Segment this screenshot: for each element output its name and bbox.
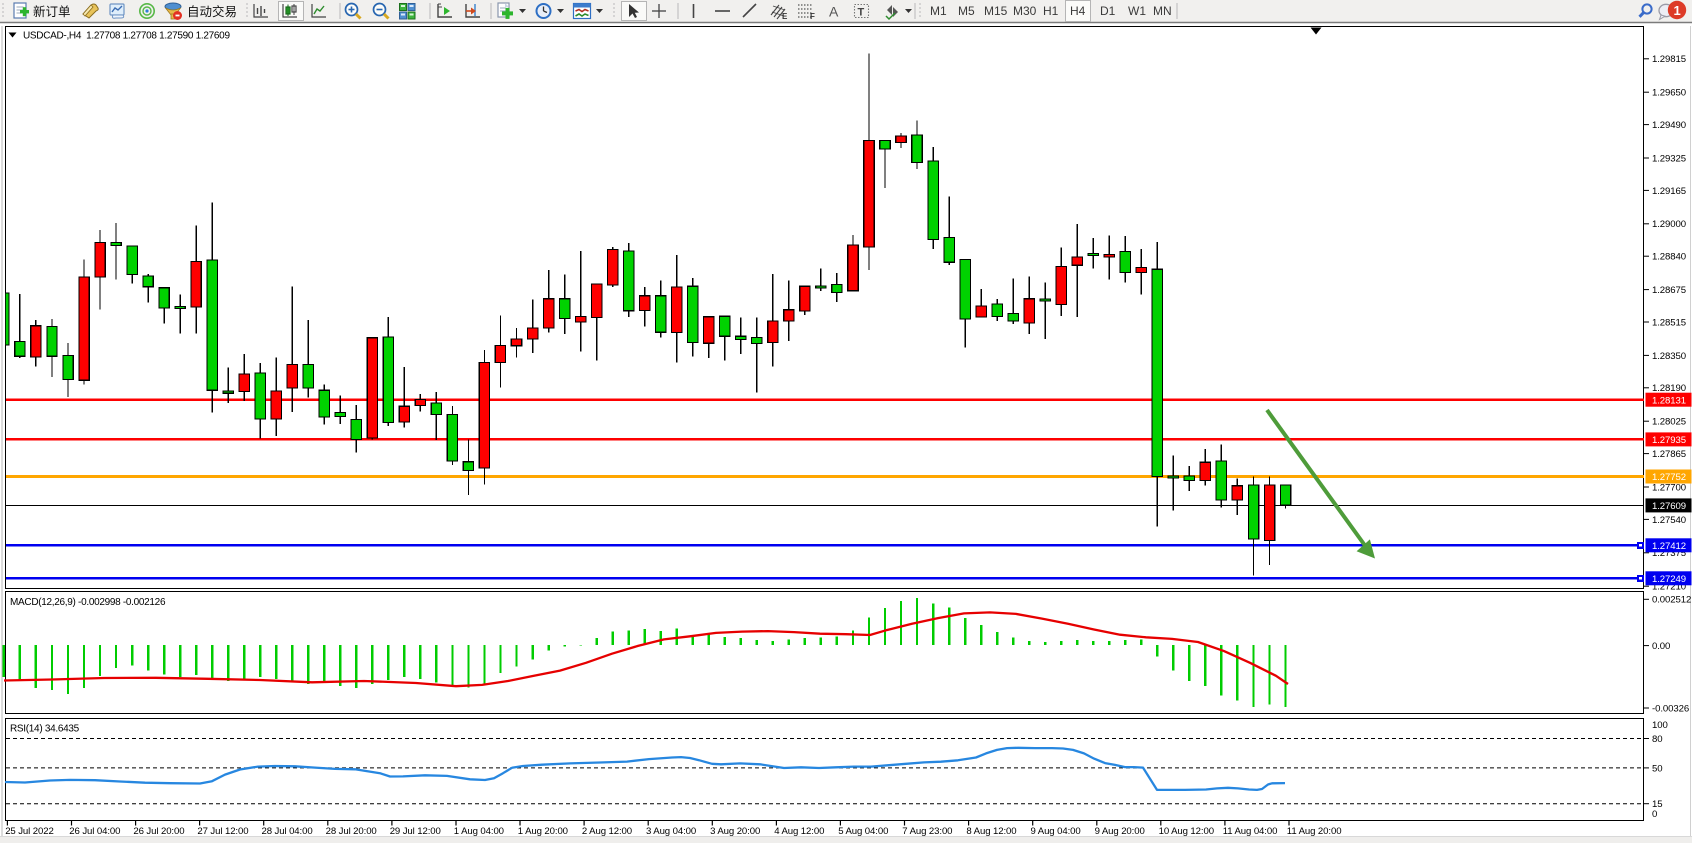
svg-text:1.29000: 1.29000 xyxy=(1652,219,1686,230)
svg-text:1.27865: 1.27865 xyxy=(1652,449,1686,460)
svg-text:1.27935: 1.27935 xyxy=(1652,435,1686,446)
svg-text:11 Aug 20:00: 11 Aug 20:00 xyxy=(1287,826,1342,837)
svg-text:8 Aug 12:00: 8 Aug 12:00 xyxy=(966,826,1016,837)
svg-text:MACD(12,26,9) -0.002998 -0.002: MACD(12,26,9) -0.002998 -0.002126 xyxy=(10,597,166,608)
svg-text:1.27752: 1.27752 xyxy=(1652,472,1686,483)
svg-text:0.00: 0.00 xyxy=(1652,641,1670,652)
svg-text:-0.00326: -0.00326 xyxy=(1652,703,1689,714)
svg-text:1.27412: 1.27412 xyxy=(1652,541,1686,552)
svg-text:1.28350: 1.28350 xyxy=(1652,351,1686,362)
svg-text:1.27210: 1.27210 xyxy=(1652,582,1686,593)
svg-text:0.002512: 0.002512 xyxy=(1652,595,1691,606)
svg-text:1.27700: 1.27700 xyxy=(1652,482,1686,493)
svg-text:3 Aug 04:00: 3 Aug 04:00 xyxy=(646,826,696,837)
svg-text:29 Jul 12:00: 29 Jul 12:00 xyxy=(390,826,441,837)
svg-text:0: 0 xyxy=(1652,809,1657,820)
svg-text:28 Jul 04:00: 28 Jul 04:00 xyxy=(262,826,313,837)
svg-text:1.27609: 1.27609 xyxy=(1652,501,1686,512)
svg-text:A: A xyxy=(829,4,839,20)
svg-text:1.29490: 1.29490 xyxy=(1652,120,1686,131)
svg-text:RSI(14) 34.6435: RSI(14) 34.6435 xyxy=(10,724,80,735)
svg-text:1 Aug 04:00: 1 Aug 04:00 xyxy=(454,826,504,837)
svg-text:26 Jul 20:00: 26 Jul 20:00 xyxy=(133,826,184,837)
svg-text:5 Aug 04:00: 5 Aug 04:00 xyxy=(838,826,888,837)
svg-text:1.28025: 1.28025 xyxy=(1652,417,1686,428)
svg-text:27 Jul 12:00: 27 Jul 12:00 xyxy=(197,826,248,837)
svg-text:100: 100 xyxy=(1652,720,1668,731)
svg-text:F: F xyxy=(810,12,815,21)
svg-text:1.27375: 1.27375 xyxy=(1652,548,1686,559)
svg-text:1.27249: 1.27249 xyxy=(1652,574,1686,585)
svg-text:1: 1 xyxy=(1674,3,1681,18)
svg-text:1.29650: 1.29650 xyxy=(1652,88,1686,99)
svg-text:1.27540: 1.27540 xyxy=(1652,515,1686,526)
svg-text:7 Aug 23:00: 7 Aug 23:00 xyxy=(902,826,952,837)
svg-text:1.28131: 1.28131 xyxy=(1652,395,1686,406)
svg-text:1.29815: 1.29815 xyxy=(1652,54,1686,65)
svg-text:9 Aug 04:00: 9 Aug 04:00 xyxy=(1031,826,1081,837)
svg-text:新订单: 新订单 xyxy=(33,4,71,19)
svg-text:26 Jul 04:00: 26 Jul 04:00 xyxy=(69,826,120,837)
svg-text:1.29165: 1.29165 xyxy=(1652,186,1686,197)
svg-text:USDCAD-,H4 1.27708 1.27708 1.: USDCAD-,H4 1.27708 1.27708 1.27590 1.276… xyxy=(23,31,230,42)
svg-text:9 Aug 20:00: 9 Aug 20:00 xyxy=(1095,826,1145,837)
svg-text:11 Aug 04:00: 11 Aug 04:00 xyxy=(1223,826,1278,837)
svg-text:1 Aug 20:00: 1 Aug 20:00 xyxy=(518,826,568,837)
svg-text:T: T xyxy=(858,7,865,19)
svg-text:28 Jul 20:00: 28 Jul 20:00 xyxy=(326,826,377,837)
svg-text:4 Aug 12:00: 4 Aug 12:00 xyxy=(774,826,824,837)
svg-text:E: E xyxy=(782,12,788,21)
svg-text:1.29325: 1.29325 xyxy=(1652,153,1686,164)
svg-text:3 Aug 20:00: 3 Aug 20:00 xyxy=(710,826,760,837)
svg-text:1.28515: 1.28515 xyxy=(1652,317,1686,328)
svg-text:2 Aug 12:00: 2 Aug 12:00 xyxy=(582,826,632,837)
svg-text:1.28840: 1.28840 xyxy=(1652,252,1686,263)
svg-text:10 Aug 12:00: 10 Aug 12:00 xyxy=(1159,826,1214,837)
svg-text:50: 50 xyxy=(1652,763,1662,774)
svg-text:1.28190: 1.28190 xyxy=(1652,383,1686,394)
svg-text:80: 80 xyxy=(1652,734,1662,745)
svg-text:15: 15 xyxy=(1652,799,1662,810)
svg-text:25 Jul 2022: 25 Jul 2022 xyxy=(5,826,54,837)
svg-text:1.28675: 1.28675 xyxy=(1652,285,1686,296)
svg-text:自动交易: 自动交易 xyxy=(187,4,237,19)
